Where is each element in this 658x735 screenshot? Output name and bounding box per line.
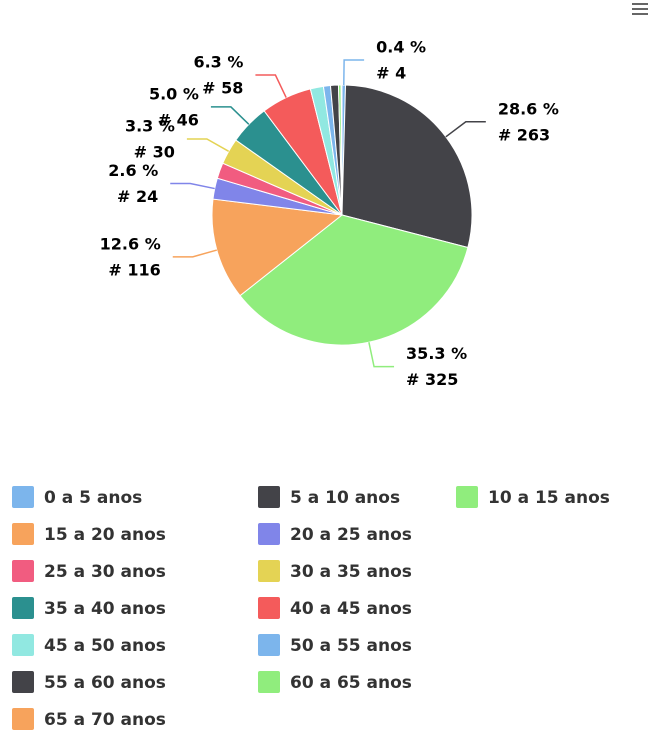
legend-swatch [12, 560, 34, 582]
percent-label: 35.3 % [406, 344, 467, 363]
percent-label: 5.0 % [149, 84, 199, 103]
legend-swatch [456, 486, 478, 508]
legend-swatch [12, 486, 34, 508]
value-label: # 325 [406, 370, 458, 389]
legend-label: 30 a 35 anos [290, 562, 412, 582]
connector [368, 342, 395, 368]
legend-swatch [12, 671, 34, 693]
percent-label: 2.6 % [108, 161, 158, 180]
legend-label: 55 a 60 anos [44, 673, 166, 693]
percent-label: 3.3 % [125, 117, 175, 136]
value-label: # 263 [498, 125, 550, 144]
legend-swatch [258, 560, 280, 582]
legend-swatch [12, 597, 34, 619]
legend-swatch [258, 634, 280, 656]
value-label: # 116 [108, 260, 160, 279]
legend-label: 5 a 10 anos [290, 488, 400, 508]
legend-swatch [12, 708, 34, 730]
pie-slice [239, 214, 469, 346]
value-label: # 4 [376, 64, 406, 83]
legend-label: 45 a 50 anos [44, 636, 166, 656]
connector [445, 121, 486, 138]
legend-label: 65 a 70 anos [44, 710, 166, 730]
legend-swatch [258, 597, 280, 619]
value-label: # 46 [158, 110, 199, 129]
connector [172, 249, 218, 258]
value-label: # 30 [134, 143, 175, 162]
legend-swatch [258, 671, 280, 693]
connector [210, 106, 250, 125]
connector [170, 182, 215, 190]
legend-swatch [258, 523, 280, 545]
legend-label: 20 a 25 anos [290, 525, 412, 545]
menu-icon[interactable] [632, 3, 648, 15]
percent-label: 12.6 % [100, 234, 161, 253]
legend-label: 35 a 40 anos [44, 599, 166, 619]
connector [255, 74, 287, 98]
pie-slice [340, 84, 343, 216]
percent-label: 28.6 % [498, 99, 559, 118]
pie-slice [211, 198, 344, 297]
legend-swatch [12, 523, 34, 545]
percent-label: 6.3 % [193, 53, 243, 72]
legend-label: 0 a 5 anos [44, 488, 142, 508]
legend-label: 15 a 20 anos [44, 525, 166, 545]
legend-label: 10 a 15 anos [488, 488, 610, 508]
legend-swatch [12, 634, 34, 656]
value-label: # 24 [117, 187, 158, 206]
value-label: # 58 [202, 79, 243, 98]
legend-swatch [258, 486, 280, 508]
legend-label: 60 a 65 anos [290, 673, 412, 693]
legend-label: 50 a 55 anos [290, 636, 412, 656]
percent-label: 0.4 % [376, 38, 426, 57]
legend-label: 40 a 45 anos [290, 599, 412, 619]
connector [186, 138, 230, 152]
connector [343, 59, 365, 86]
legend-label: 25 a 30 anos [44, 562, 166, 582]
pie-slice [341, 84, 473, 249]
